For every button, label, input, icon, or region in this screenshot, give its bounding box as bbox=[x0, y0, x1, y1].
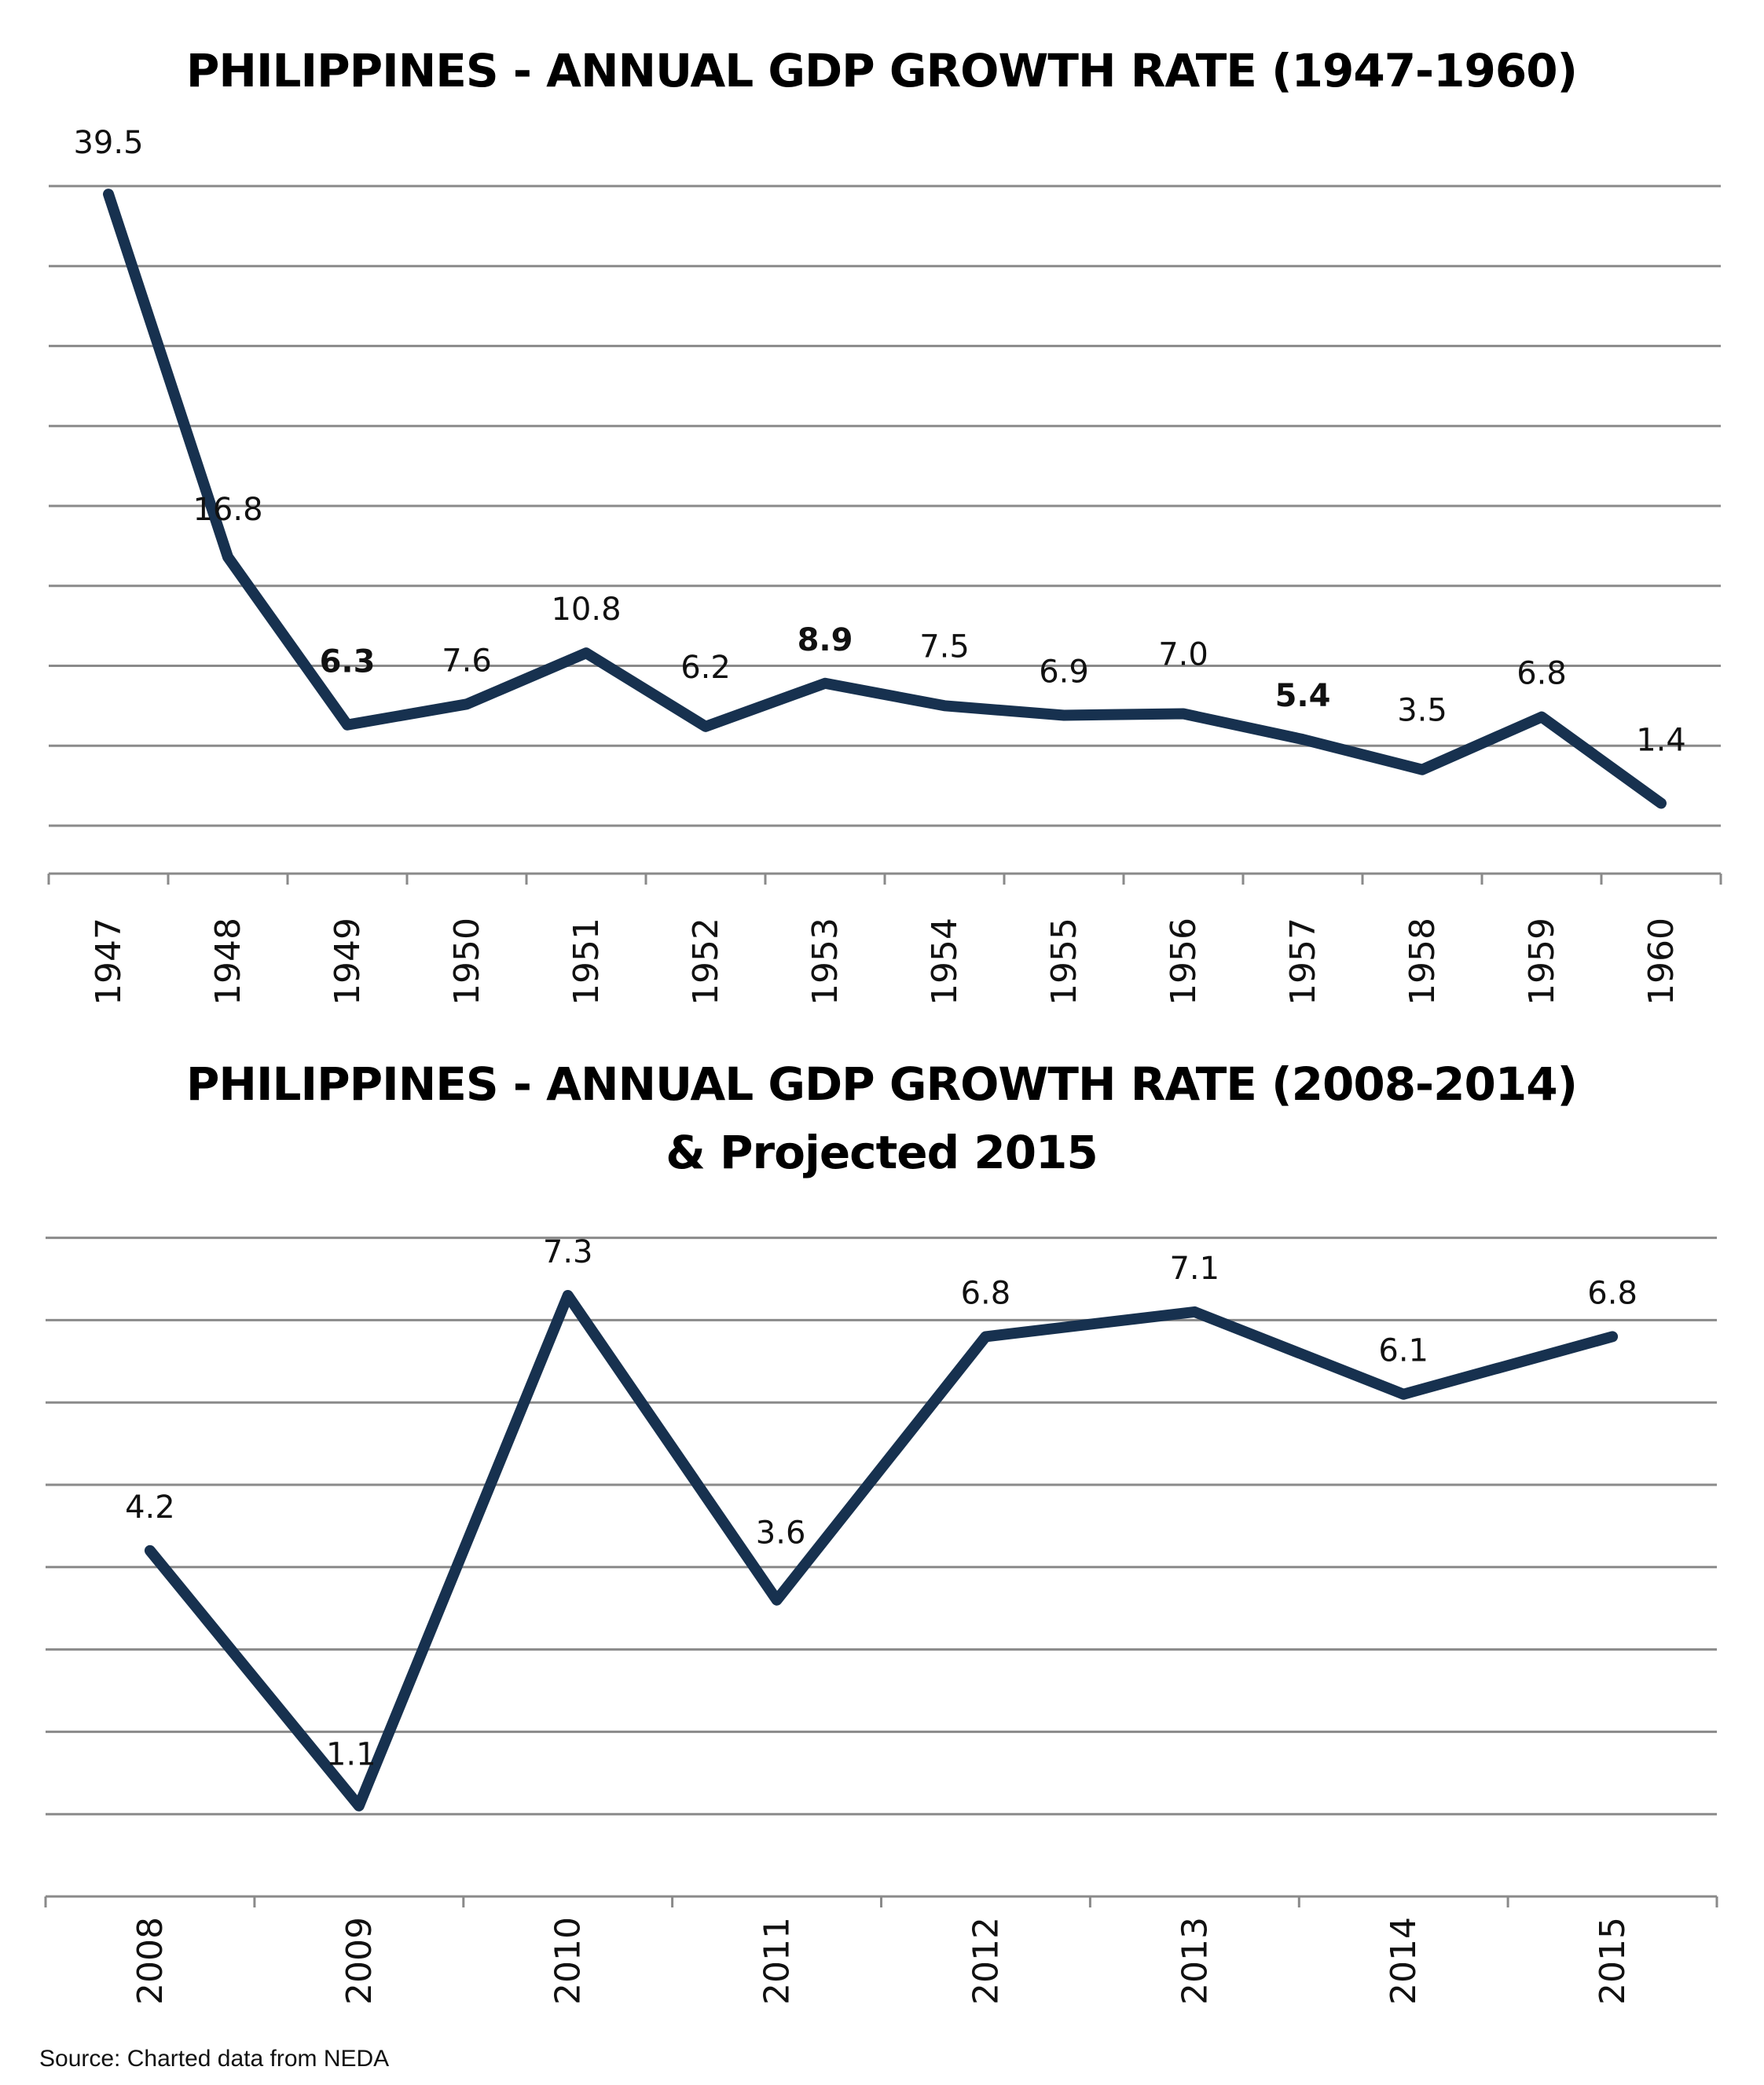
data-point-2013 bbox=[1194, 1310, 1196, 1313]
data-label-1959: 6.8 bbox=[1516, 656, 1567, 692]
data-label-1948: 16.8 bbox=[193, 492, 262, 528]
data-point-2008 bbox=[149, 1549, 151, 1552]
x-tick-label-1957: 1957 bbox=[1283, 918, 1323, 1006]
data-point-1960 bbox=[1660, 802, 1662, 804]
data-label-1949: 6.3 bbox=[320, 644, 376, 680]
x-tick-label-1950: 1950 bbox=[447, 918, 487, 1006]
data-label-2015: 6.8 bbox=[1587, 1275, 1637, 1311]
data-label-2014: 6.1 bbox=[1378, 1333, 1428, 1369]
chart-1-title: PHILIPPINES - ANNUAL GDP GROWTH RATE (19… bbox=[186, 44, 1577, 97]
data-label-2009: 1.1 bbox=[326, 1737, 376, 1773]
data-label-1953: 8.9 bbox=[798, 622, 853, 658]
x-tick-label-1954: 1954 bbox=[925, 918, 965, 1006]
data-point-2012 bbox=[985, 1336, 987, 1338]
data-label-1957: 5.4 bbox=[1275, 678, 1331, 714]
chart-1947-1960: PHILIPPINES - ANNUAL GDP GROWTH RATE (19… bbox=[47, 44, 1722, 1006]
x-tick-label-2015: 2015 bbox=[1593, 1917, 1633, 2005]
data-label-1952: 6.2 bbox=[680, 650, 731, 686]
data-label-2008: 4.2 bbox=[125, 1490, 175, 1526]
data-point-1948 bbox=[227, 556, 229, 559]
chart-2-gridlines bbox=[46, 1237, 1717, 1816]
data-label-2012: 6.8 bbox=[961, 1275, 1011, 1311]
data-point-1957 bbox=[1302, 738, 1304, 741]
data-point-1958 bbox=[1421, 768, 1423, 771]
chart-2-x-axis bbox=[44, 1895, 1718, 1907]
data-point-2009 bbox=[358, 1805, 360, 1807]
data-point-1953 bbox=[824, 682, 826, 684]
data-point-2011 bbox=[776, 1599, 778, 1601]
data-point-1955 bbox=[1063, 714, 1065, 716]
series-line bbox=[103, 189, 1667, 809]
chart-2008-2015: PHILIPPINES - ANNUAL GDP GROWTH RATE (20… bbox=[44, 1057, 1718, 2005]
data-label-2013: 7.1 bbox=[1169, 1251, 1219, 1287]
chart-2-data-labels: 4.2 1.1 7.3 3.6 6.8 7.1 6.1 6.8 bbox=[125, 1234, 1637, 1773]
x-tick-label-2011: 2011 bbox=[757, 1917, 798, 2005]
data-point-2014 bbox=[1403, 1393, 1405, 1395]
data-label-1951: 10.8 bbox=[551, 592, 621, 628]
data-point-1956 bbox=[1183, 713, 1184, 715]
x-tick-label-1948: 1948 bbox=[208, 918, 248, 1006]
chart-1-data-labels: 39.5 16.8 6.3 7.6 10.8 6.2 8.9 7.5 6.9 7.0 5.4 3.5 6… bbox=[73, 125, 1685, 758]
data-label-1956: 7.0 bbox=[1158, 637, 1208, 673]
chart-1-tick-labels: 1947 1948 1949 1950 1951 1952 1953 1954 1955 1956… bbox=[89, 918, 1681, 1006]
data-label-1958: 3.5 bbox=[1397, 693, 1447, 729]
x-tick-label-2009: 2009 bbox=[339, 1917, 380, 2005]
data-point-1950 bbox=[466, 703, 468, 705]
x-tick-label-1960: 1960 bbox=[1641, 918, 1681, 1006]
data-point-1952 bbox=[705, 725, 706, 727]
x-tick-label-1958: 1958 bbox=[1403, 918, 1443, 1006]
source-note: Source: Charted data from NEDA bbox=[39, 2046, 390, 2072]
chart-1-gridlines bbox=[49, 185, 1721, 827]
chart-1-x-axis bbox=[47, 872, 1722, 885]
x-tick-label-1955: 1955 bbox=[1044, 918, 1084, 1006]
x-tick-label-1953: 1953 bbox=[805, 918, 845, 1006]
data-point-1951 bbox=[585, 652, 587, 654]
chart-2-title: PHILIPPINES - ANNUAL GDP GROWTH RATE (20… bbox=[186, 1057, 1577, 1111]
x-tick-label-1956: 1956 bbox=[1164, 918, 1204, 1006]
data-label-2010: 7.3 bbox=[543, 1234, 593, 1270]
x-tick-label-1959: 1959 bbox=[1522, 918, 1562, 1006]
data-label-1947: 39.5 bbox=[73, 125, 143, 161]
x-tick-label-2013: 2013 bbox=[1175, 1917, 1215, 2005]
chart-2-subtitle: & Projected 2015 bbox=[666, 1126, 1098, 1179]
x-tick-label-1947: 1947 bbox=[89, 918, 129, 1006]
x-tick-label-2014: 2014 bbox=[1384, 1917, 1424, 2005]
data-point-2015 bbox=[1612, 1336, 1614, 1338]
data-label-2011: 3.6 bbox=[756, 1515, 806, 1552]
x-tick-label-1951: 1951 bbox=[567, 918, 607, 1006]
x-tick-label-2012: 2012 bbox=[966, 1917, 1006, 2005]
data-point-1959 bbox=[1541, 716, 1542, 718]
data-point-1954 bbox=[944, 705, 945, 707]
data-label-1950: 7.6 bbox=[442, 643, 492, 679]
data-label-1960: 1.4 bbox=[1636, 723, 1686, 759]
chart-2-series bbox=[144, 1290, 1619, 1812]
data-point-2010 bbox=[567, 1295, 569, 1296]
chart-1-series bbox=[103, 189, 1667, 809]
x-tick-label-2010: 2010 bbox=[548, 1917, 589, 2005]
chart-2-tick-labels: 2008 2009 2010 2011 2012 2013 2014 2015 bbox=[130, 1917, 1633, 2005]
data-label-1955: 6.9 bbox=[1039, 654, 1089, 691]
data-point-1947 bbox=[108, 193, 109, 196]
series-line bbox=[144, 1290, 1619, 1812]
data-point-1949 bbox=[347, 724, 348, 726]
data-label-1954: 7.5 bbox=[919, 628, 970, 665]
x-tick-label-1949: 1949 bbox=[328, 918, 368, 1006]
x-tick-label-2008: 2008 bbox=[130, 1917, 171, 2005]
x-tick-label-1952: 1952 bbox=[686, 918, 726, 1006]
